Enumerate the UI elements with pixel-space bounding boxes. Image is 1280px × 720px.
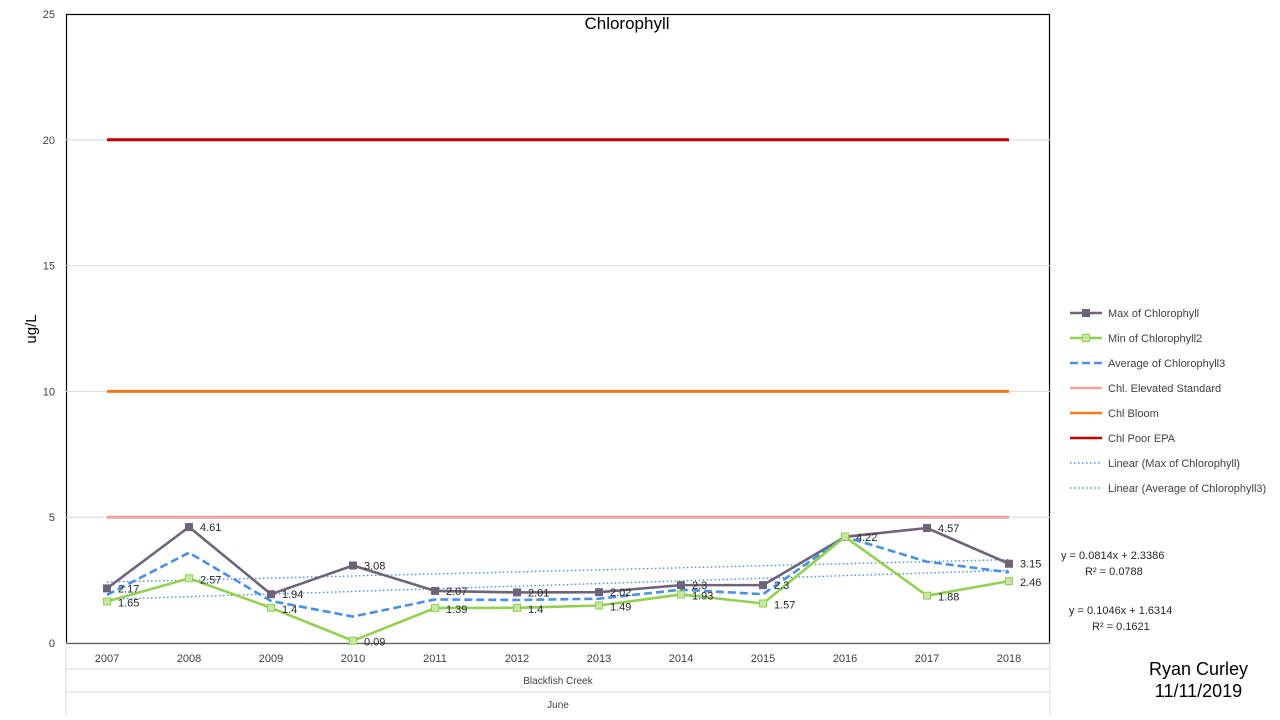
data-label: 1.49 <box>610 602 631 614</box>
series-line <box>106 535 1010 618</box>
data-label: 2.46 <box>1020 577 1041 589</box>
data-point <box>759 599 767 608</box>
author-name: Ryan Curley <box>1148 659 1248 679</box>
data-point <box>513 603 521 612</box>
axes: 0 5 10 15 20 25 2007 2008 2009 2010 2011 2012 2013 20… <box>43 9 1051 716</box>
data-point <box>677 581 685 590</box>
legend-label: Linear (Max of Chlorophyll) <box>1108 458 1240 470</box>
data-label: 1.88 <box>938 592 959 604</box>
data-label: 2.07 <box>446 586 467 598</box>
data-point <box>1005 577 1013 586</box>
legend-label: Min of Chlorophyll2 <box>1108 333 1202 345</box>
chart-title: Chlorophyll <box>584 14 669 33</box>
data-label: 0.09 <box>364 637 385 649</box>
author-date: 11/11/2019 <box>1154 681 1243 701</box>
data-point <box>103 597 111 606</box>
data-point <box>185 574 193 583</box>
legend-label: Average of Chlorophyll3 <box>1108 358 1225 370</box>
data-label: 1.4 <box>282 604 297 616</box>
data-label: 2.17 <box>118 583 139 595</box>
y-tick-label: 20 <box>43 135 55 147</box>
data-point <box>431 586 439 595</box>
x-tick-label: 2014 <box>669 653 693 665</box>
data-point <box>103 584 111 593</box>
data-point <box>431 604 439 613</box>
data-label: 4.61 <box>200 522 221 534</box>
data-label: 1.57 <box>774 599 795 611</box>
legend-label: Chl Bloom <box>1108 408 1159 420</box>
legend: Max of Chlorophyll Min of Chlorophyll2 Ave… <box>1070 308 1266 495</box>
data-label: 1.93 <box>692 590 713 602</box>
data-point <box>513 588 521 597</box>
data-point <box>1005 559 1013 568</box>
data-point <box>185 523 193 532</box>
data-label: 2.3 <box>692 580 707 592</box>
x-tick-label: 2015 <box>751 653 775 665</box>
x-tick-label: 2008 <box>177 653 201 665</box>
legend-label: Linear (Average of Chlorophyll3) <box>1108 483 1266 495</box>
legend-marker <box>1082 334 1090 342</box>
data-label: 1.39 <box>446 604 467 616</box>
x-tick-label: 2012 <box>505 653 529 665</box>
author-block: Ryan Curley 11/11/2019 <box>1149 658 1248 702</box>
y-tick-label: 25 <box>43 9 55 21</box>
x-tick-label: 2017 <box>915 653 939 665</box>
data-label: 1.94 <box>282 589 303 601</box>
x-group-label: June <box>547 700 569 711</box>
y-tick-label: 0 <box>49 638 55 650</box>
trendline <box>106 569 1010 601</box>
data-label: 3.15 <box>1020 559 1041 571</box>
data-point <box>595 601 603 610</box>
data-point <box>759 581 767 590</box>
data-label: 2.02 <box>610 587 631 599</box>
y-tick-label: 10 <box>43 386 55 398</box>
legend-marker <box>1082 309 1090 317</box>
data-point <box>923 591 931 600</box>
x-tick-label: 2010 <box>341 653 365 665</box>
data-label: 1.4 <box>528 604 543 616</box>
data-point <box>267 603 275 612</box>
legend-label: Max of Chlorophyll <box>1108 308 1199 320</box>
plot-area-border <box>65 13 1051 645</box>
gridlines <box>66 139 1050 518</box>
x-tick-label: 2007 <box>95 653 119 665</box>
legend-label: Chl. Elevated Standard <box>1108 383 1221 395</box>
series-line <box>106 525 1010 596</box>
series-line <box>106 535 1010 643</box>
series <box>103 138 1013 645</box>
data-point <box>349 636 357 645</box>
trend-r-squared: R² = 0.1621 <box>1092 621 1150 633</box>
data-point <box>677 590 685 599</box>
trend-equation: y = 0.0814x + 2.3386 <box>1061 550 1164 562</box>
x-tick-label: 2011 <box>423 653 447 665</box>
x-group-label: Blackfish Creek <box>523 676 593 687</box>
y-tick-label: 5 <box>49 512 55 524</box>
legend-label: Chl Poor EPA <box>1108 433 1176 445</box>
x-tick-label: 2009 <box>259 653 283 665</box>
data-point <box>349 561 357 570</box>
data-label: 3.08 <box>364 561 385 573</box>
x-tick-label: 2016 <box>833 653 857 665</box>
data-point <box>267 590 275 599</box>
data-point <box>923 524 931 533</box>
data-label: 2.3 <box>774 580 789 592</box>
x-tick-label: 2013 <box>587 653 611 665</box>
data-label: 4.22 <box>856 532 877 544</box>
data-label: 4.57 <box>938 523 959 535</box>
data-label: 2.57 <box>200 574 221 586</box>
y-axis-label: ug/L <box>23 314 40 343</box>
data-label: 1.65 <box>118 597 139 609</box>
trend-equation: y = 0.1046x + 1.6314 <box>1069 605 1172 617</box>
trend-r-squared: R² = 0.0788 <box>1085 566 1143 578</box>
data-point <box>841 532 849 541</box>
data-labels: 2.17 4.61 1.94 3.08 2.07 2.01 2.02 2.3 2.3 4.22 4.… <box>118 522 1041 649</box>
trendline-equations: y = 0.0814x + 2.3386 R² = 0.0788 y = 0.104… <box>1061 550 1172 633</box>
y-tick-label: 15 <box>43 261 55 273</box>
x-tick-label: 2018 <box>997 653 1021 665</box>
data-label: 2.01 <box>528 587 549 599</box>
data-point <box>595 588 603 597</box>
